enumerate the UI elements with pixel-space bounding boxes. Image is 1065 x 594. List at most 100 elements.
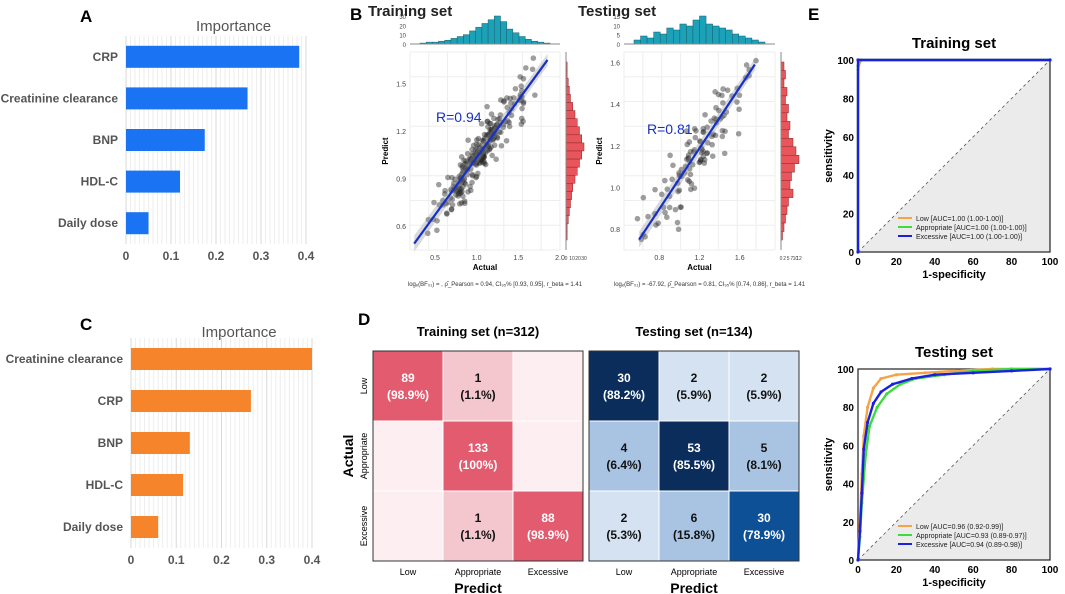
d1-cell-percent: (98.9%) [527,528,569,542]
b2-point [664,214,670,221]
d2-x-class-label: Appropriate [671,567,718,577]
e2-roc-marker [890,382,895,386]
d2-title: Testing set (n=134) [635,324,752,339]
e2-legend-label: Excessive [AUC=0.94 (0.89-0.98)] [916,542,1022,549]
e2-x-tick: 40 [929,565,941,576]
c-title: Importance [202,324,277,341]
b1-point [497,129,504,136]
d1-cell-percent: (100%) [459,458,498,472]
b1-point [461,198,468,204]
b1-point [481,158,487,165]
d2-x-class-label: Low [616,567,633,577]
b2-right-hist-tick: 10 [793,256,799,262]
b2-point [700,128,707,135]
b1-x-label: Actual [473,263,497,272]
e2-roc-marker [871,401,875,405]
b1-y-tick: 1.2 [396,129,406,136]
d1-border [372,350,584,562]
e2-roc-marker [879,376,883,381]
d2-cell-count: 2 [761,371,768,385]
b2-point [686,139,693,145]
b1-point [472,150,479,157]
importance-chart-c: Importance Creatinine clearance CRP BNP HDL-… [6,324,321,567]
b2-point [688,186,694,193]
b1-right-hist-tick: 20 [575,256,581,262]
b1-point [473,141,480,147]
b1-point [477,159,483,165]
b1-footnote: logₑ(BF₀₁) = , ρ̂_Pearson = 0.94, CI₉₅% … [408,282,583,288]
b1-right-hist-bar [565,110,576,119]
b2-top-hist-bar [738,35,746,45]
b1-point [512,85,519,92]
b2-point [675,188,681,195]
roc-testing: Testing set 00 20 20 40 40 60 60 80 80 100 100 1-spe… [823,344,1059,589]
b1-point [506,123,513,130]
d2-cell-percent: (5.9%) [746,388,781,402]
b2-y-tick: 1.6 [610,60,620,67]
b1-point [441,191,448,197]
e1-y-tick: 60 [843,133,855,144]
b2-fit-line [638,63,756,241]
b1-point [465,137,471,144]
b1-point [483,132,490,139]
panel-letter-a: A [80,7,92,26]
e2-y-tick: 0 [848,556,854,567]
b2-right-hist-bar [780,214,786,224]
b2-point [693,128,699,134]
b1-point [487,129,493,135]
b1-point [504,104,511,111]
b1-point [496,129,503,135]
e2-y-label: sensitivity [823,437,835,492]
b1-right-hist-bar [565,191,572,200]
e2-roc-marker [910,376,914,381]
b1-point [494,134,500,140]
d1-cell-count: 89 [401,371,415,385]
d1-cell [512,350,584,422]
d1-cell [442,420,514,492]
d1-y-label: Actual [340,435,356,478]
e2-roc-marker [923,371,927,375]
b1-point [503,137,510,144]
b1-top-hist-bar [512,32,520,45]
b1-point [518,83,525,89]
b1-point [460,193,466,199]
panel-letter-b: B [350,5,362,24]
e1-legend-label: Low [AUC=1.00 (1.00-1.00)] [916,216,1003,223]
d2-cell-percent: (85.5%) [673,458,715,472]
b1-point [488,127,495,133]
e2-roc-marker [898,382,902,386]
e2-y-tick: 80 [843,403,855,414]
b2-top-hist-bar [718,27,726,45]
b1-point [470,153,476,159]
b1-point [424,230,431,237]
d2-cell-count: 2 [621,511,628,525]
b1-top-hist-bar [487,19,495,45]
b1-y-tick: 0.6 [396,224,406,231]
b1-point [520,99,527,105]
e1-title: Training set [912,35,996,52]
b1-point [491,142,498,149]
b1-point [457,162,464,168]
confusion-matrix-training: Training set (n=312) 89 (98.9%) 1 (1.1%) 133 (… [340,324,584,594]
e1-y-tick: 80 [843,94,855,105]
b2-point [700,125,707,132]
d1-cell-count: 1 [475,511,482,525]
d2-cell [588,420,660,492]
b1-point [487,145,493,152]
d1-x-label: Predict [454,580,502,594]
b1-point [469,179,475,186]
d2-cell-count: 30 [617,371,631,385]
b2-top-hist-bar [705,23,713,45]
b1-point [480,159,486,166]
b2-top-hist-bar [679,23,687,45]
a-bar [126,45,300,68]
b1-point [444,211,450,217]
c-category-label: CRP [98,394,123,408]
b2-right-hist-bar [780,146,797,156]
b1-point [520,100,527,107]
b1-point [449,174,455,181]
e2-legend-label: Low [AUC=0.96 (0.92-0.99)] [916,524,1003,531]
b1-top-hist-tick: 10 [399,34,406,40]
e2-x-label: 1-specificity [922,577,986,589]
